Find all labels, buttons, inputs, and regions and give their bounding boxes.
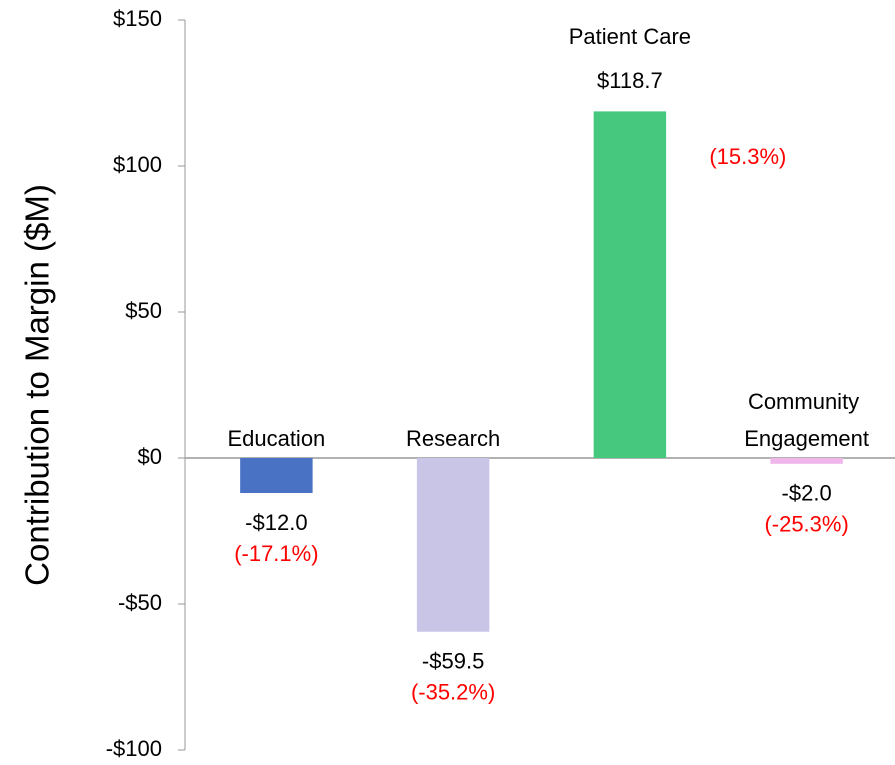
annotation: (-35.2%) xyxy=(411,680,495,705)
bar xyxy=(240,458,313,494)
category-label: Education xyxy=(227,426,325,451)
annotation: (-17.1%) xyxy=(234,541,318,566)
y-axis-title: Contribution to Margin ($M) xyxy=(19,184,56,586)
category-label: Patient Care xyxy=(569,24,691,49)
value-label: -$2.0 xyxy=(782,481,832,506)
value-label: $118.7 xyxy=(597,68,663,93)
y-tick-label: $150 xyxy=(113,6,162,31)
value-label: -$12.0 xyxy=(245,510,307,535)
y-tick-label: -$100 xyxy=(106,736,162,761)
y-tick-label: $100 xyxy=(113,152,162,177)
category-label: Community Engagement xyxy=(744,389,869,451)
category-label: Research xyxy=(406,426,500,451)
annotation: (15.3%) xyxy=(709,144,786,169)
bar xyxy=(593,111,667,459)
bar xyxy=(416,458,490,632)
value-label: -$59.5 xyxy=(422,649,484,674)
bar xyxy=(770,458,843,464)
y-tick-label: $50 xyxy=(125,298,162,323)
annotation: (-25.3%) xyxy=(764,512,848,537)
y-tick-label: -$50 xyxy=(118,590,162,615)
y-tick-label: $0 xyxy=(138,444,162,469)
